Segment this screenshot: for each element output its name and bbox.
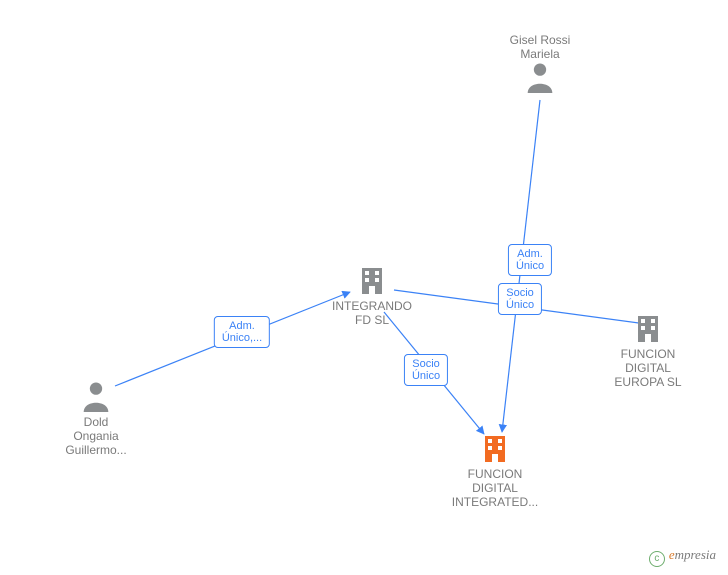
edge-label-integrando-integrated: Socio Único xyxy=(404,354,448,386)
edge-label-integrando-europa: Socio Único xyxy=(498,283,542,315)
node-gisel[interactable]: Gisel Rossi Mariela xyxy=(485,30,595,93)
person-icon xyxy=(485,61,595,93)
node-label: Gisel Rossi Mariela xyxy=(485,33,595,61)
node-label: FUNCION DIGITAL EUROPA SL xyxy=(593,347,703,389)
building-icon xyxy=(317,264,427,296)
edge-label-dold-integrando: Adm. Único,... xyxy=(214,316,270,348)
node-label: FUNCION DIGITAL INTEGRATED... xyxy=(440,467,550,509)
watermark: cempresia xyxy=(649,547,716,567)
building-icon xyxy=(440,432,550,464)
person-icon xyxy=(41,380,151,412)
building-icon xyxy=(593,312,703,344)
node-label: Dold Ongania Guillermo... xyxy=(41,415,151,457)
watermark-brand-rest: mpresia xyxy=(675,547,716,562)
edge-label-gisel-integrated: Adm. Único xyxy=(508,244,552,276)
node-funcion-europa[interactable]: FUNCION DIGITAL EUROPA SL xyxy=(593,312,703,389)
node-funcion-integrated[interactable]: FUNCION DIGITAL INTEGRATED... xyxy=(440,432,550,509)
copyright-icon: c xyxy=(649,551,665,567)
node-integrando[interactable]: INTEGRANDO FD SL xyxy=(317,264,427,327)
diagram-canvas: Adm. Único,... Socio Único Socio Único A… xyxy=(0,0,728,575)
node-label: INTEGRANDO FD SL xyxy=(317,299,427,327)
node-dold[interactable]: Dold Ongania Guillermo... xyxy=(41,380,151,457)
